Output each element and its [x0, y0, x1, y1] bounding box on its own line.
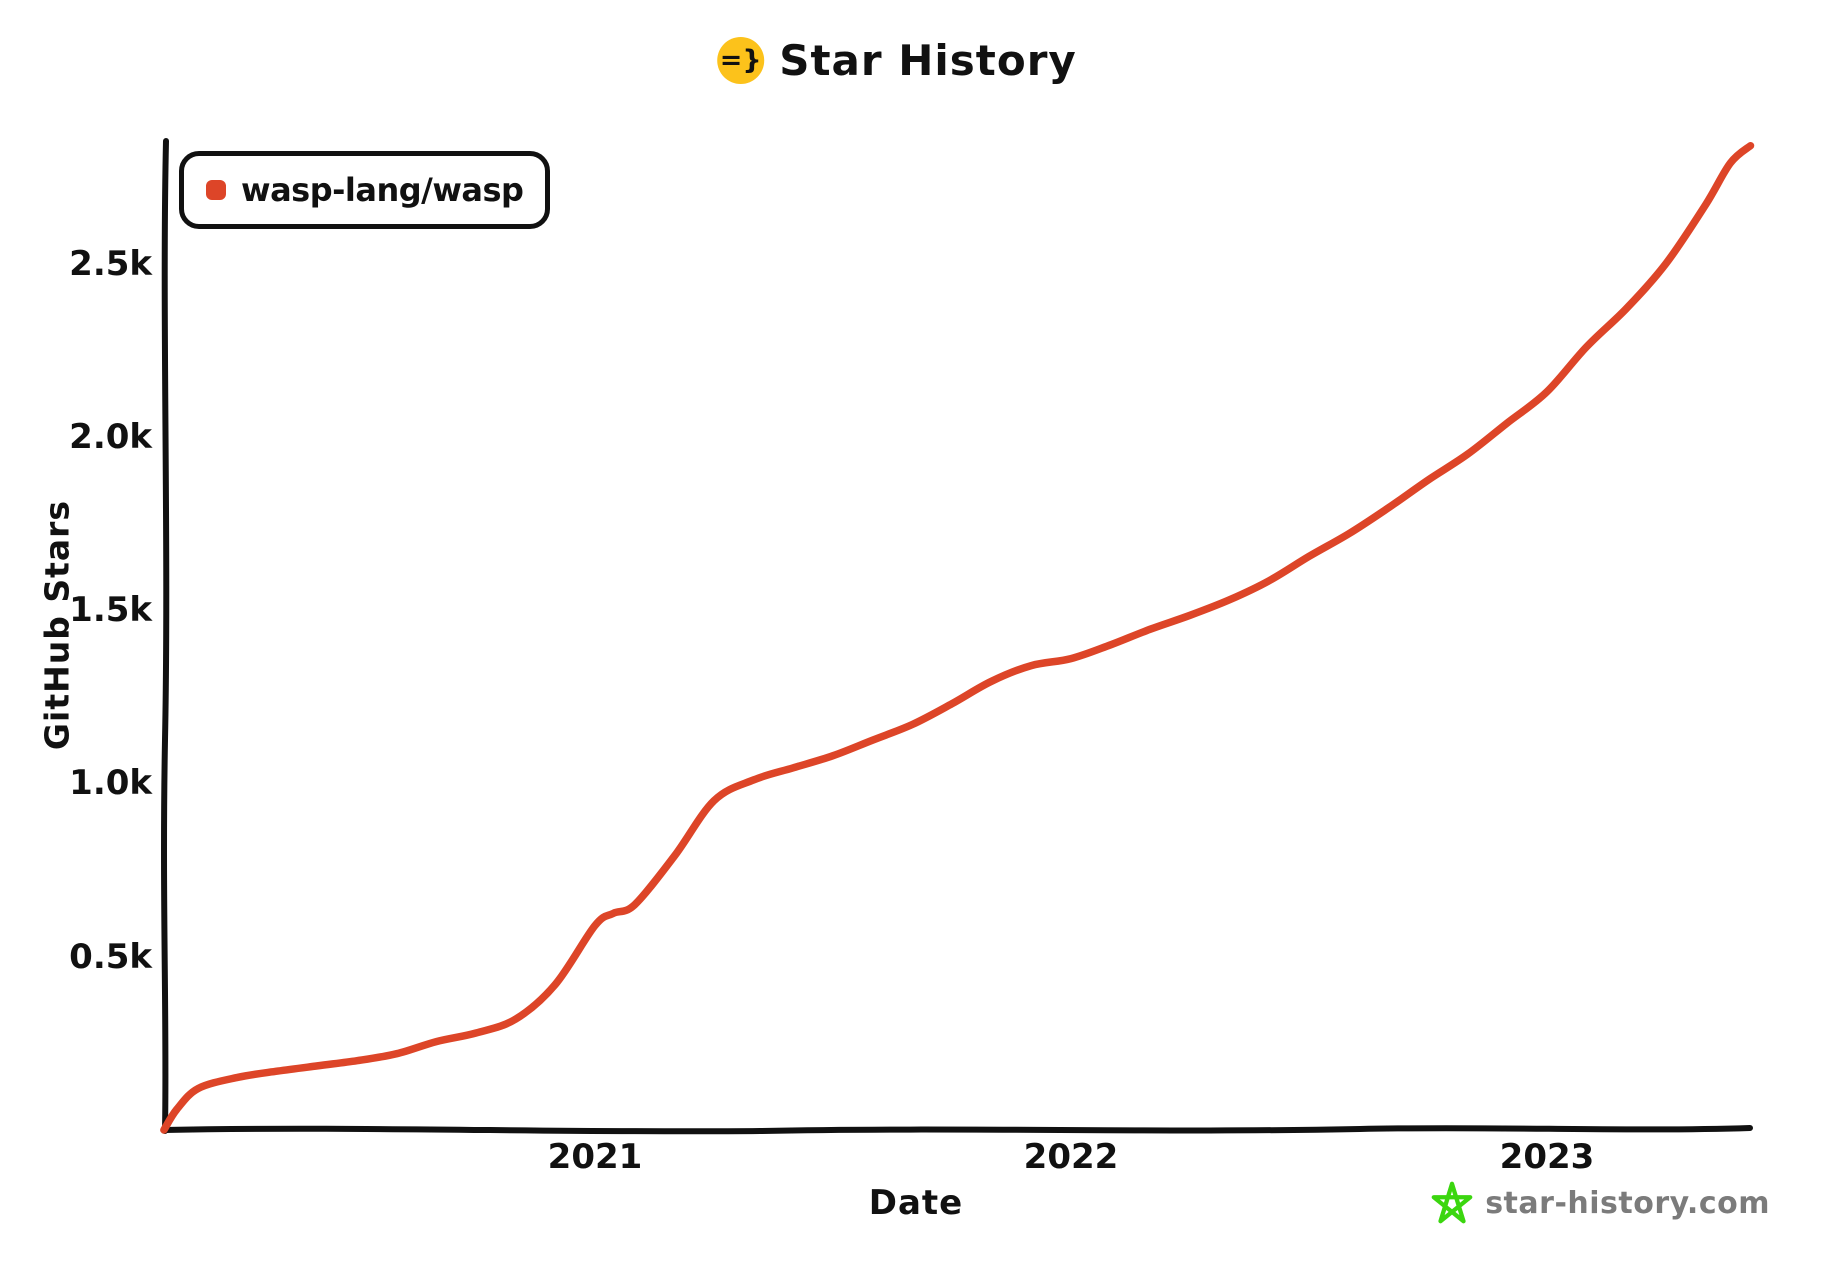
legend-series-label: wasp-lang/wasp: [241, 171, 524, 209]
footer-site-label: star-history.com: [1485, 1185, 1770, 1221]
chart-title-bar: =} Star History: [717, 36, 1077, 85]
legend[interactable]: wasp-lang/wasp: [179, 151, 551, 229]
legend-marker-icon: [206, 180, 226, 200]
y-tick-label: 1.5k: [69, 590, 152, 631]
x-tick-label: 2022: [1023, 1137, 1119, 1177]
wasp-logo-icon: =}: [717, 37, 765, 84]
y-axis-line: [161, 138, 170, 1134]
y-tick-label: 1.0k: [69, 763, 152, 804]
page-title: Star History: [779, 36, 1077, 85]
y-tick-label: 0.5k: [69, 936, 152, 977]
footer-watermark[interactable]: star-history.com: [1429, 1180, 1770, 1226]
series-line-wasp-lang-wasp[interactable]: [160, 141, 1755, 1134]
x-tick-label: 2023: [1499, 1137, 1595, 1177]
y-tick-label: 2.5k: [69, 243, 152, 284]
x-axis-title: Date: [868, 1183, 964, 1223]
star-doodle-icon: [1431, 1181, 1473, 1224]
x-axis-line: [161, 1125, 1753, 1135]
y-axis-title: GitHub Stars: [37, 499, 77, 751]
y-tick-label: 2.0k: [69, 416, 152, 457]
x-tick-label: 2021: [547, 1137, 643, 1177]
